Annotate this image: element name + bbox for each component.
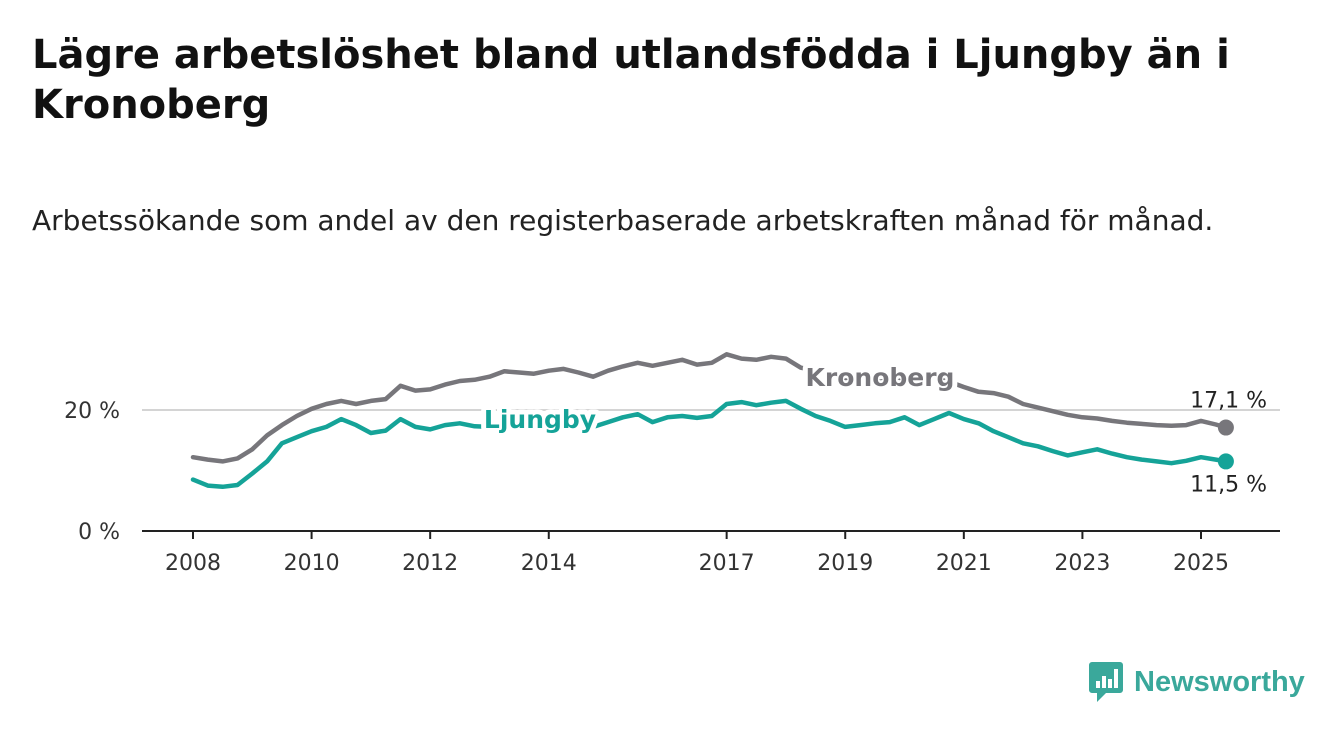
- brand-name: Newsworthy: [1134, 665, 1305, 698]
- y-tick-label: 0 %: [78, 520, 120, 545]
- line-chart: 0 % 20 % 2008 2010 2012 2014 2017 2019 2021 2023…: [64, 352, 1280, 576]
- x-tick-label: 2021: [936, 551, 992, 576]
- x-tick-label: 2008: [165, 551, 221, 576]
- x-tick-label: 2019: [817, 551, 873, 576]
- x-tick-label: 2017: [699, 551, 755, 576]
- x-tick-label: 2025: [1173, 551, 1229, 576]
- end-value-label-ljungby: 11,5 %: [1190, 472, 1267, 497]
- end-point-kronoberg: [1217, 419, 1234, 436]
- y-tick-label: 20 %: [64, 399, 120, 424]
- x-tick-label: 2023: [1054, 551, 1110, 576]
- series-label-kronoberg: Kronoberg: [806, 363, 955, 392]
- series-line-ljungby: [190, 398, 1229, 490]
- end-point-ljungby: [1217, 453, 1234, 470]
- newsworthy-logo: Newsworthy: [1088, 660, 1305, 704]
- series-label-ljungby: Ljungby: [484, 405, 596, 434]
- bar-chart-logo-icon: [1089, 662, 1123, 702]
- x-tick-label: 2014: [521, 551, 577, 576]
- chart-subtitle: Arbetssökande som andel av den registerb…: [32, 204, 1214, 237]
- end-value-label-kronoberg: 17,1 %: [1190, 389, 1267, 414]
- series-label-halo-kronoberg: Kronoberg: [806, 363, 955, 392]
- x-tick-label: 2010: [284, 551, 340, 576]
- x-tick-label: 2012: [402, 551, 458, 576]
- series-line-kronoberg: [190, 352, 1229, 464]
- series-label-halo-ljungby: Ljungby: [484, 405, 596, 434]
- chart-title: Lägre arbetslöshet bland utlandsfödda i …: [32, 32, 1230, 128]
